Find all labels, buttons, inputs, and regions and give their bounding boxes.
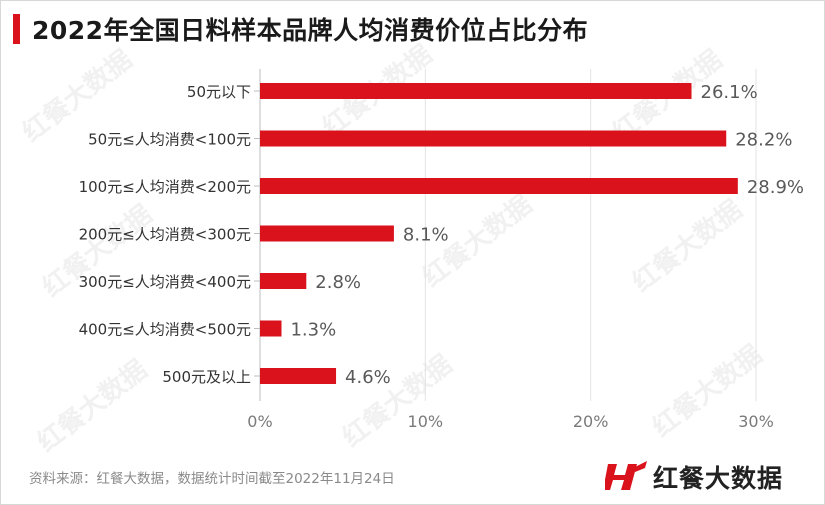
bar [260, 83, 692, 99]
value-label: 26.1% [701, 82, 758, 103]
bar [260, 225, 394, 242]
value-label: 8.1% [403, 225, 449, 246]
bar [260, 178, 738, 194]
x-tick-label: 30% [738, 412, 774, 431]
brand-name: 红餐大数据 [653, 464, 784, 493]
bar [260, 368, 337, 384]
value-label: 28.2% [735, 130, 792, 151]
category-label: 50元以下 [187, 83, 251, 101]
data-source-note: 资料来源：红餐大数据，数据统计时间截至2022年11月24日 [29, 471, 395, 487]
category-label: 100元≤人均消费<200元 [79, 178, 251, 196]
category-label: 50元≤人均消费<100元 [88, 131, 251, 149]
category-label: 300元≤人均消费<400元 [79, 273, 251, 291]
chart-title: 2022年全国日料样本品牌人均消费价位占比分布 [32, 16, 589, 45]
value-label: 2.8% [315, 272, 361, 293]
bar-chart: 0% 10% 20% 30% 50元以下 26.1% 50元≤人均消费<100元 28.2% 1… [79, 69, 804, 431]
brand-mark-icon [605, 461, 647, 490]
value-label: 1.3% [290, 320, 336, 341]
category-label: 200元≤人均消费<300元 [79, 226, 251, 244]
bar [260, 273, 307, 289]
value-label: 28.9% [747, 177, 804, 198]
bar [260, 130, 727, 147]
brand-logo: 红餐大数据 [605, 459, 783, 495]
value-label: 4.6% [345, 367, 391, 388]
title-row: 2022年全国日料样本品牌人均消费价位占比分布 [13, 13, 588, 45]
x-tick-label: 10% [408, 412, 444, 431]
category-label: 400元≤人均消费<500元 [79, 321, 251, 339]
category-label: 500元及以上 [162, 368, 251, 386]
bar [260, 320, 282, 337]
x-tick-label: 0% [247, 412, 272, 431]
title-accent-bar [13, 14, 20, 44]
x-tick-label: 20% [573, 412, 609, 431]
